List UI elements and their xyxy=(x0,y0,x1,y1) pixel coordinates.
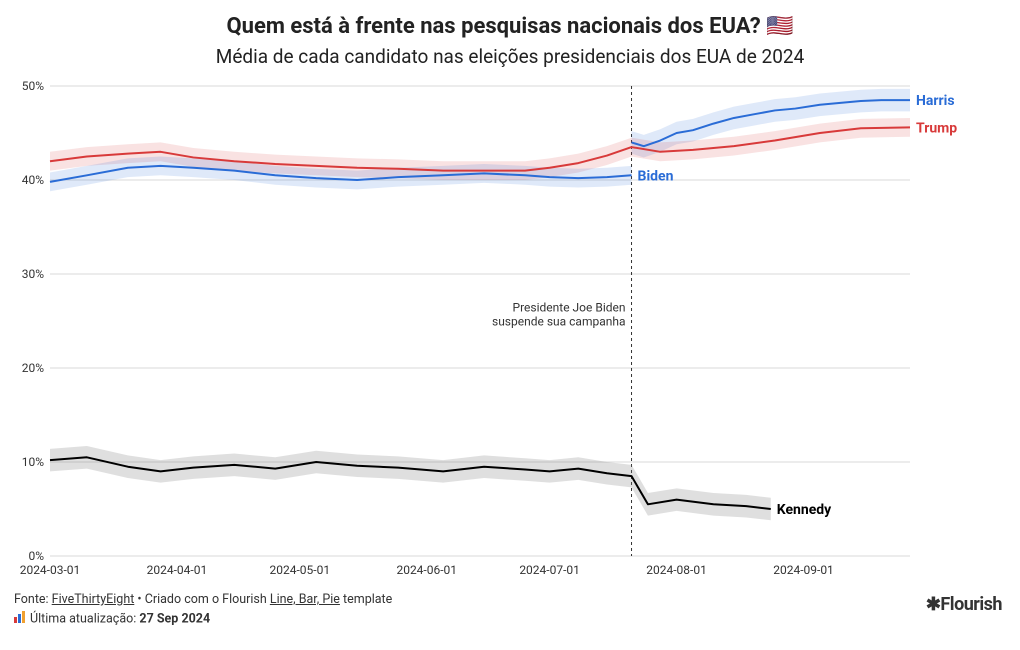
template-suffix: template xyxy=(340,592,392,607)
y-tick-label: 40% xyxy=(22,173,44,187)
template-link[interactable]: Line, Bar, Pie xyxy=(270,592,340,607)
chart-container: Quem está à frente nas pesquisas naciona… xyxy=(0,0,1020,650)
series-label-trump: Trump xyxy=(916,120,957,136)
x-tick-label: 2024-04-01 xyxy=(147,563,208,577)
x-tick-label: 2024-03-01 xyxy=(20,563,81,577)
y-tick-label: 10% xyxy=(22,455,44,469)
series-label-biden: Biden xyxy=(638,168,674,184)
source-link[interactable]: FiveThirtyEight xyxy=(52,592,135,607)
annotation-text: Presidente Joe Biden xyxy=(513,301,626,315)
y-tick-label: 50% xyxy=(22,79,44,93)
chart-title: Quem está à frente nas pesquisas naciona… xyxy=(10,14,1010,39)
chart-area: 0% 10% 20% 30% 40% 50% 2024-03-01 2024-04-01 202… xyxy=(10,76,1010,586)
chart-footer: Fonte: FiveThirtyEight • Criado com o Fl… xyxy=(10,592,1010,627)
y-tick-label: 20% xyxy=(22,361,44,375)
x-tick-label: 2024-06-01 xyxy=(396,563,457,577)
line-chart-svg: 0% 10% 20% 30% 40% 50% 2024-03-01 2024-04-01 202… xyxy=(10,76,1010,586)
x-tick-label: 2024-05-01 xyxy=(270,563,331,577)
x-tick-label: 2024-08-01 xyxy=(646,563,707,577)
x-tick-label: 2024-07-01 xyxy=(519,563,580,577)
flourish-credit[interactable]: ✱Flourish xyxy=(926,594,1002,615)
source-prefix: Fonte: xyxy=(14,592,52,607)
updated-prefix: Última atualização: xyxy=(30,611,139,626)
y-tick-label: 0% xyxy=(28,549,44,563)
x-tick-label: 2024-09-01 xyxy=(773,563,834,577)
series-label-harris: Harris xyxy=(916,93,955,109)
bar-chart-icon xyxy=(14,611,26,627)
series-band-kennedy xyxy=(50,446,771,520)
annotation-text: suspende sua campanha xyxy=(492,315,626,329)
y-tick-label: 30% xyxy=(22,267,44,281)
created-prefix: • Criado com o Flourish xyxy=(134,592,270,607)
chart-subtitle: Média de cada candidato nas eleições pre… xyxy=(10,45,1010,68)
updated-date: 27 Sep 2024 xyxy=(139,611,210,626)
series-label-kennedy: Kennedy xyxy=(777,502,832,518)
